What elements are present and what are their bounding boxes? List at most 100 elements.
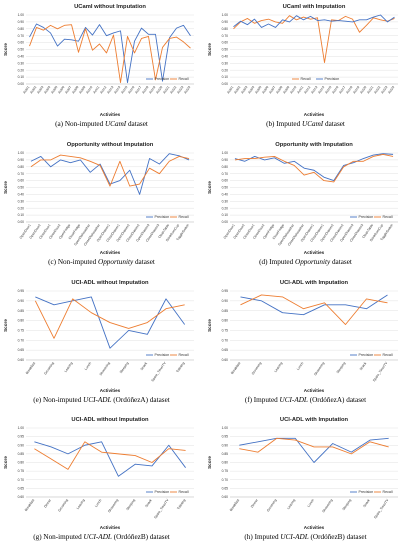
y-tick-label: 0.95	[222, 435, 229, 439]
y-tick-label: 0.00	[222, 220, 229, 224]
series-line-recall	[29, 24, 191, 84]
y-tick-label: 0.60	[222, 41, 229, 45]
y-tick-label: 0.30	[222, 61, 229, 65]
y-tick-label: 0.90	[222, 20, 229, 24]
series-line-precision	[233, 14, 395, 28]
y-tick-label: 0.30	[18, 61, 25, 65]
chart-title: Opportunity without Imputation	[67, 142, 154, 148]
x-tick-label: Act08	[275, 85, 283, 94]
caption-suffix: dataset	[126, 120, 148, 128]
y-tick-label: 0.50	[222, 186, 229, 190]
x-tick-label: Breakfast	[24, 498, 35, 512]
y-tick-label: 0.50	[222, 48, 229, 52]
panel-h: UCI-ADL with Imputation 0.60 0.65 0.70 0.75 0…	[204, 413, 407, 550]
x-axis-label: Activities	[100, 112, 121, 117]
y-tick-label: 0.10	[18, 213, 25, 217]
series-line-precision	[234, 153, 394, 182]
x-tick-label: Showering	[321, 498, 333, 513]
x-tick-label: Sleeping	[342, 498, 353, 511]
x-tick-label: Act20	[155, 85, 163, 94]
x-tick-label: Act12	[303, 85, 311, 94]
caption-b: (b) Imputed UCamI dataset	[204, 120, 407, 128]
caption-dataset: UCI-ADL	[83, 396, 112, 404]
y-tick-label: 0.90	[18, 443, 25, 447]
x-tick-label: Lunch	[84, 361, 93, 371]
y-tick-label: 0.80	[222, 461, 229, 465]
y-axis-label: Score	[207, 181, 212, 194]
y-tick-label: 0.95	[222, 289, 229, 293]
y-tick-label: 0.40	[222, 193, 229, 197]
legend-label-recall: Recall	[383, 215, 393, 219]
x-axis-label: Activities	[304, 388, 325, 393]
series-line-precision	[30, 153, 190, 195]
x-tick-label: Toileting	[175, 361, 185, 373]
series-line-recall	[30, 154, 190, 187]
series-line-recall	[240, 294, 388, 325]
x-tick-label: Grooming	[43, 361, 55, 375]
legend-label-precision: Precision	[359, 353, 374, 357]
x-tick-label: Showering	[99, 361, 111, 376]
caption-dataset: UCamI	[104, 120, 127, 128]
panel-e: UCI-ADL without Imputation 0.60 0.65 0.70 0.…	[0, 276, 203, 413]
x-tick-label: Snack	[140, 361, 149, 371]
y-tick-label: 0.90	[18, 299, 25, 303]
y-tick-label: 1.00	[222, 426, 229, 430]
y-tick-label: 0.75	[18, 329, 25, 333]
series-line-recall	[34, 298, 185, 339]
legend-label-precision: Precision	[155, 215, 170, 219]
legend-label-recall: Recall	[179, 490, 189, 494]
y-tick-label: 0.85	[222, 452, 229, 456]
series-line-recall	[34, 441, 186, 470]
caption-dataset: Opportunity	[295, 258, 331, 266]
chart-g: UCI-ADL without Imputation 0.60 0.65 0.70 0.…	[3, 417, 194, 530]
x-tick-label: Sleeping	[125, 498, 136, 511]
caption-dataset: Opportunity	[98, 258, 134, 266]
x-tick-label: Spare_Time/TV	[150, 361, 167, 383]
caption-prefix: (b) Imputed	[266, 120, 302, 128]
x-tick-label: Act10	[289, 85, 297, 94]
y-tick-label: 0.95	[18, 289, 25, 293]
x-tick-label: Spare_Time/TV	[372, 361, 389, 383]
y-tick-label: 0.60	[18, 358, 25, 362]
caption-d: (d) Imputed Opportunity dataset	[204, 258, 407, 266]
y-tick-label: 0.60	[222, 495, 229, 499]
caption-c: (c) Non-imputed Opportunity dataset	[0, 258, 203, 266]
y-tick-label: 0.70	[18, 34, 25, 38]
y-axis-label: Score	[3, 43, 8, 56]
y-tick-label: 0.70	[18, 172, 25, 176]
x-tick-label: Act05	[50, 85, 58, 94]
y-tick-label: 0.10	[18, 75, 25, 79]
y-tick-label: 0.65	[222, 486, 229, 490]
x-tick-label: Act02	[233, 85, 241, 94]
y-tick-label: 0.70	[222, 478, 229, 482]
y-axis-label: Score	[3, 456, 8, 469]
y-tick-label: 1.00	[18, 151, 25, 155]
x-tick-label: Act19	[148, 85, 156, 94]
x-tick-label: Breakfast	[230, 361, 241, 375]
x-tick-label: Showering	[313, 361, 325, 376]
panel-g: UCI-ADL without Imputation 0.60 0.65 0.70 0.…	[0, 413, 203, 550]
y-axis-label: Score	[3, 319, 8, 332]
x-axis-label: Activities	[304, 250, 325, 255]
x-tick-label: Grooming	[251, 361, 263, 375]
y-axis-label: Score	[207, 43, 212, 56]
legend-label-recall: Recall	[301, 77, 311, 81]
chart-d: Opportunity with Imputation 0.00 0.10 0.20 0…	[207, 142, 398, 255]
x-tick-label: Act13	[310, 85, 318, 94]
y-axis-label: Score	[3, 181, 8, 194]
x-axis-label: Activities	[100, 388, 121, 393]
x-tick-label: Act14	[317, 85, 325, 94]
x-tick-label: Act03	[36, 85, 44, 94]
y-tick-label: 0.90	[222, 443, 229, 447]
caption-suffix: (OrdóñezA) dataset	[111, 396, 170, 404]
x-tick-label: Act11	[296, 85, 304, 94]
x-tick-label: Snack	[359, 361, 368, 371]
y-tick-label: 0.90	[222, 299, 229, 303]
y-tick-label: 0.85	[18, 309, 25, 313]
x-tick-label: Dinner	[43, 498, 52, 509]
y-tick-label: 0.80	[222, 165, 229, 169]
caption-prefix: (c) Non-imputed	[48, 258, 98, 266]
x-tick-label: Act04	[43, 85, 51, 94]
y-tick-label: 1.00	[222, 13, 229, 17]
